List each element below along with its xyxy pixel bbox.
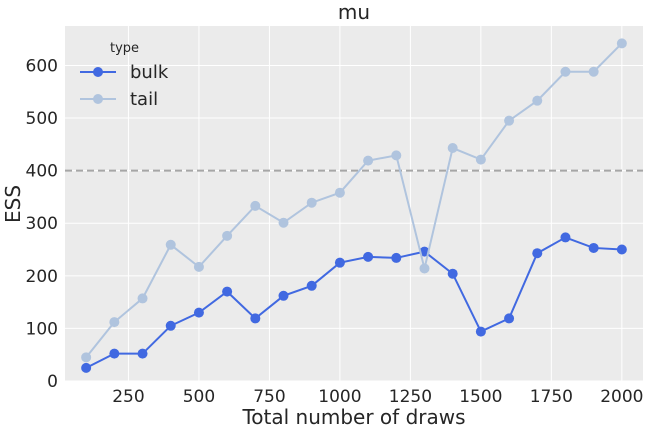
data-point-bulk [616, 244, 627, 255]
y-tick-label: 100 [26, 319, 58, 339]
data-point-tail [616, 38, 627, 49]
series-line-bulk [85, 236, 622, 369]
data-point-tail [419, 263, 430, 274]
data-point-bulk [250, 313, 261, 324]
data-point-tail [588, 66, 599, 77]
data-point-tail [391, 150, 402, 161]
y-tick-label: 400 [26, 162, 58, 182]
x-tick-label: 1000 [318, 387, 361, 407]
data-point-bulk [193, 307, 204, 318]
x-tick-label: 750 [253, 387, 285, 407]
data-point-bulk [109, 348, 120, 359]
x-axis-label: Total number of draws [241, 405, 465, 429]
y-tick-label: 300 [26, 214, 58, 234]
data-point-tail [278, 217, 289, 228]
x-tick-labels: 250 500 750 1000 1250 1500 1750 2000 [112, 387, 643, 407]
data-point-bulk [81, 362, 92, 373]
y-tick-label: 200 [26, 267, 58, 287]
x-tick-label: 1250 [389, 387, 432, 407]
data-point-tail [560, 66, 571, 77]
series-line-tail [85, 42, 623, 358]
data-point-bulk [532, 248, 543, 259]
data-point-bulk [391, 252, 402, 263]
data-point-tail [165, 239, 176, 250]
data-point-tail [137, 293, 148, 304]
data-point-bulk [278, 290, 289, 301]
y-tick-label: 600 [26, 56, 58, 76]
data-point-bulk [334, 257, 345, 268]
x-tick-label: 2000 [600, 387, 643, 407]
data-point-bulk [475, 326, 486, 337]
legend-marker-tail [93, 94, 103, 104]
data-point-tail [81, 352, 92, 363]
data-point-bulk [222, 286, 233, 297]
data-point-tail [222, 230, 233, 241]
x-tick-label: 250 [112, 387, 144, 407]
data-point-tail [193, 261, 204, 272]
data-point-tail [363, 155, 374, 166]
x-tick-label: 1750 [530, 387, 573, 407]
data-point-bulk [560, 232, 571, 243]
x-tick-label: 500 [183, 387, 215, 407]
data-point-bulk [306, 280, 317, 291]
legend-label-tail: tail [130, 89, 158, 110]
y-tick-labels: 0 100 200 300 400 500 600 [26, 56, 58, 392]
data-point-bulk [165, 320, 176, 331]
data-point-tail [109, 317, 120, 328]
data-point-tail [334, 187, 345, 198]
y-tick-label: 0 [47, 372, 58, 392]
data-point-bulk [588, 242, 599, 253]
data-point-tail [475, 154, 486, 165]
legend-title: type [110, 41, 139, 56]
legend-label-bulk: bulk [130, 62, 169, 83]
data-point-bulk [504, 313, 515, 324]
data-point-bulk [137, 348, 148, 359]
x-tick-label: 1500 [459, 387, 502, 407]
data-point-bulk [447, 268, 458, 279]
data-point-tail [306, 197, 317, 208]
y-axis-label: ESS [1, 185, 25, 223]
legend-marker-bulk [93, 67, 103, 77]
chart-title: mu [338, 0, 370, 24]
data-point-tail [504, 115, 515, 126]
data-point-tail [447, 143, 458, 154]
series-group [81, 38, 627, 373]
plot-area [65, 26, 643, 381]
y-tick-label: 500 [26, 109, 58, 129]
grid [65, 26, 643, 382]
legend: type bulk tail [80, 41, 169, 110]
data-point-tail [250, 200, 261, 211]
data-point-tail [532, 95, 543, 106]
data-point-bulk [363, 251, 374, 262]
